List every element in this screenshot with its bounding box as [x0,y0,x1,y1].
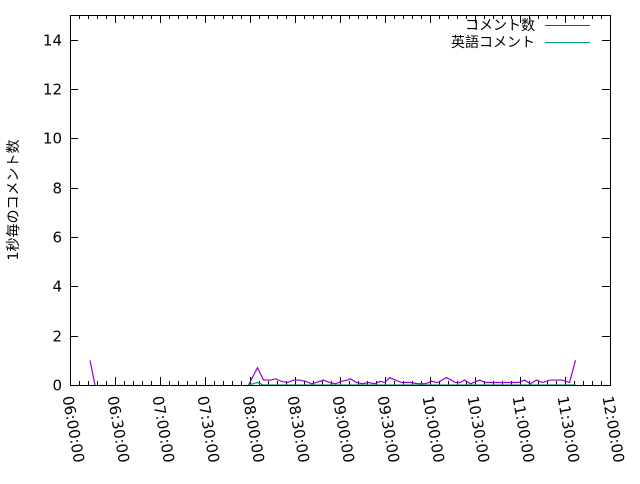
x-tick-label: 11:30:00 [554,395,583,464]
plot-border [70,15,611,386]
x-tick-label: 07:30:00 [194,395,223,464]
legend-label-0: コメント数 [465,18,535,34]
legend-label-1: 英語コメント [451,34,535,51]
x-tick-label: 07:00:00 [149,395,178,464]
legend: コメント数 英語コメント [451,18,590,51]
series-line-0 [89,360,96,386]
y-tick-label: 12 [43,81,62,99]
x-tick-label: 12:00:00 [599,395,628,464]
y-tick-label: 8 [52,180,62,198]
x-tick-label: 11:00:00 [509,395,538,464]
x-tick-label: 06:00:00 [59,395,88,464]
y-tick-label: 0 [52,377,62,395]
y-tick-label: 6 [52,229,62,247]
y-tick-label: 2 [52,328,62,346]
y-tick-label: 4 [52,278,62,296]
x-tick-label: 09:30:00 [374,395,403,464]
y-tick-label: 10 [43,130,62,148]
y-tick-label: 14 [43,32,62,50]
x-tick-label: 09:00:00 [329,395,358,464]
x-tick-label: 06:30:00 [104,395,133,464]
x-tick-label: 10:30:00 [464,395,493,464]
series-0 [89,360,577,386]
series-line-0 [247,360,577,386]
x-tick-label: 08:00:00 [239,395,268,464]
x-tick-label: 10:00:00 [419,395,448,464]
axes: 0 2 4 6 8 10 12 14 06:00:00 06:30:00 07:00:00 07:30… [43,15,628,464]
y-axis-label: 1秒毎のコメント数 [6,140,22,261]
x-tick-label: 08:30:00 [284,395,313,464]
